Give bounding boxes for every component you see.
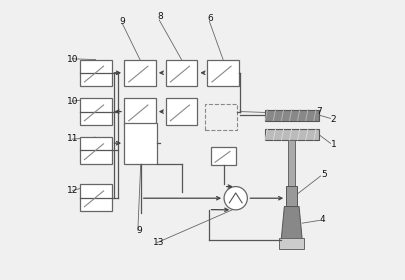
Bar — [124, 123, 157, 164]
Text: 7: 7 — [316, 107, 322, 116]
Text: 1: 1 — [330, 140, 335, 149]
Text: 2: 2 — [330, 115, 335, 124]
Bar — [79, 184, 111, 211]
Text: 9: 9 — [119, 17, 125, 25]
Text: 8: 8 — [157, 12, 162, 21]
Text: 10: 10 — [67, 97, 79, 106]
Text: 11: 11 — [66, 134, 78, 143]
Bar — [124, 60, 156, 86]
Bar — [79, 98, 111, 125]
Bar — [286, 186, 296, 207]
Bar — [211, 147, 236, 165]
Text: 12: 12 — [67, 186, 78, 195]
Bar — [124, 98, 156, 125]
Text: 9: 9 — [136, 226, 141, 235]
Text: 10: 10 — [67, 55, 79, 64]
Bar — [79, 137, 111, 164]
Bar — [79, 60, 111, 86]
Bar — [205, 104, 237, 130]
Bar — [165, 98, 197, 125]
Text: 4: 4 — [319, 215, 324, 224]
Text: 13: 13 — [152, 238, 164, 247]
Bar — [165, 60, 197, 86]
Text: 5: 5 — [320, 171, 326, 179]
Bar — [288, 140, 294, 186]
Polygon shape — [281, 207, 301, 240]
Bar — [264, 129, 318, 140]
Bar — [264, 109, 318, 121]
Circle shape — [224, 186, 247, 210]
Bar — [279, 238, 303, 249]
Text: 6: 6 — [207, 14, 212, 23]
Bar — [207, 60, 239, 86]
